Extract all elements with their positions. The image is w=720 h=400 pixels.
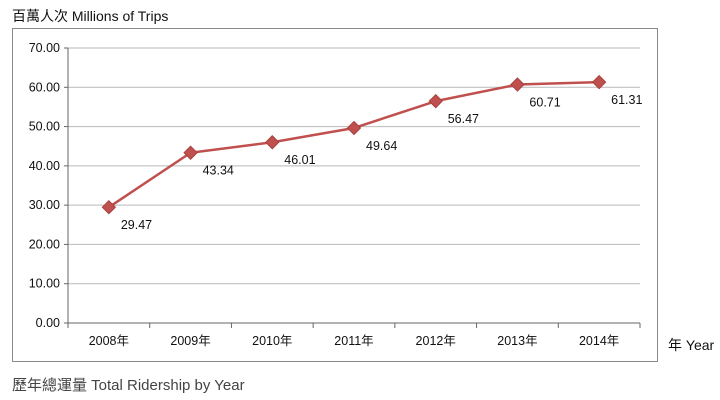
x-tick-label: 2011年	[334, 334, 373, 348]
chart-caption: 歷年總運量 Total Ridership by Year	[12, 377, 245, 394]
x-tick-label: 2010年	[252, 334, 292, 348]
data-label: 49.64	[366, 139, 397, 153]
data-point-marker	[428, 93, 443, 109]
y-tick-label: 50.00	[29, 120, 60, 134]
data-label: 56.47	[448, 112, 479, 126]
y-tick-label: 20.00	[29, 237, 60, 251]
x-tick-label: 2012年	[416, 334, 456, 348]
x-tick-label: 2013年	[497, 334, 537, 348]
data-point-marker	[346, 120, 362, 136]
y-tick-label: 30.00	[29, 198, 60, 212]
y-tick-label: 0.00	[36, 316, 60, 330]
data-label: 43.34	[203, 164, 234, 178]
data-point-marker	[591, 74, 607, 90]
data-point-marker	[510, 77, 525, 92]
data-label: 60.71	[529, 95, 560, 109]
x-axis-title: 年 Year	[668, 337, 715, 353]
y-tick-label: 10.00	[29, 277, 60, 291]
x-tick-label: 2008年	[89, 334, 129, 348]
data-point-marker	[183, 145, 198, 160]
x-tick-label: 2014年	[579, 334, 619, 348]
y-axis-unit-label: 百萬人次 Millions of Trips	[12, 8, 169, 24]
data-point-marker	[101, 200, 117, 215]
x-tick-label: 2009年	[170, 334, 210, 348]
y-tick-label: 40.00	[29, 159, 60, 173]
series-line	[108, 80, 600, 209]
data-label: 46.01	[284, 153, 315, 167]
data-label: 61.31	[611, 93, 642, 107]
y-tick-label: 70.00	[29, 41, 60, 55]
y-tick-label: 60.00	[29, 80, 60, 94]
data-label: 29.47	[121, 218, 152, 232]
data-point-marker	[265, 135, 280, 150]
